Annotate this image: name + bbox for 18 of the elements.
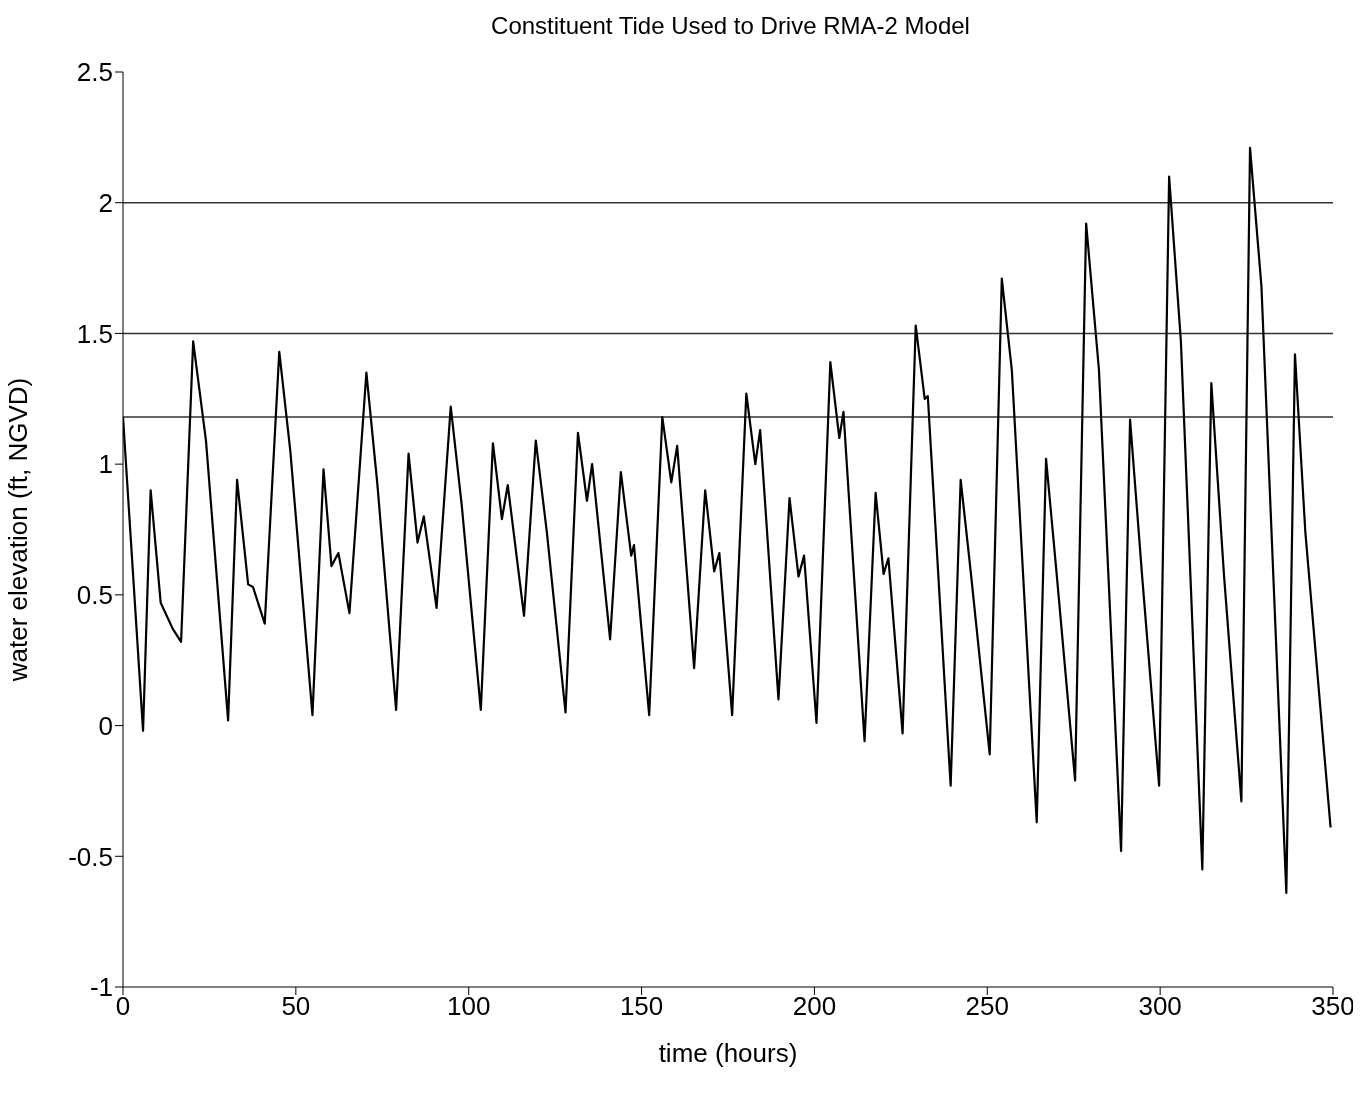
y-tick-label: 2.5 (76, 57, 113, 88)
x-axis-title: time (hours) (658, 1038, 798, 1068)
y-tick-label: 2 (98, 187, 113, 218)
x-tick-label: 350 (1311, 991, 1355, 1022)
y-axis-title: water elevation (ft, NGVD) (3, 377, 34, 683)
y-tick-label: 0.5 (76, 580, 113, 611)
x-tick-label: 200 (792, 991, 837, 1022)
x-tick-label: 300 (1138, 991, 1182, 1022)
y-tick-label: 1 (98, 449, 113, 480)
x-tick-label: 100 (447, 991, 491, 1022)
x-tick-label: 150 (619, 991, 664, 1022)
x-tick-label: 250 (965, 991, 1009, 1022)
y-tick-label: 0 (98, 710, 113, 741)
x-tick-label: 50 (281, 991, 311, 1022)
y-tick-label: -0.5 (68, 841, 113, 872)
chart-title: Constituent Tide Used to Drive RMA-2 Model (490, 11, 971, 41)
y-tick-label: 1.5 (76, 318, 113, 349)
y-tick-label: -1 (89, 972, 113, 1003)
